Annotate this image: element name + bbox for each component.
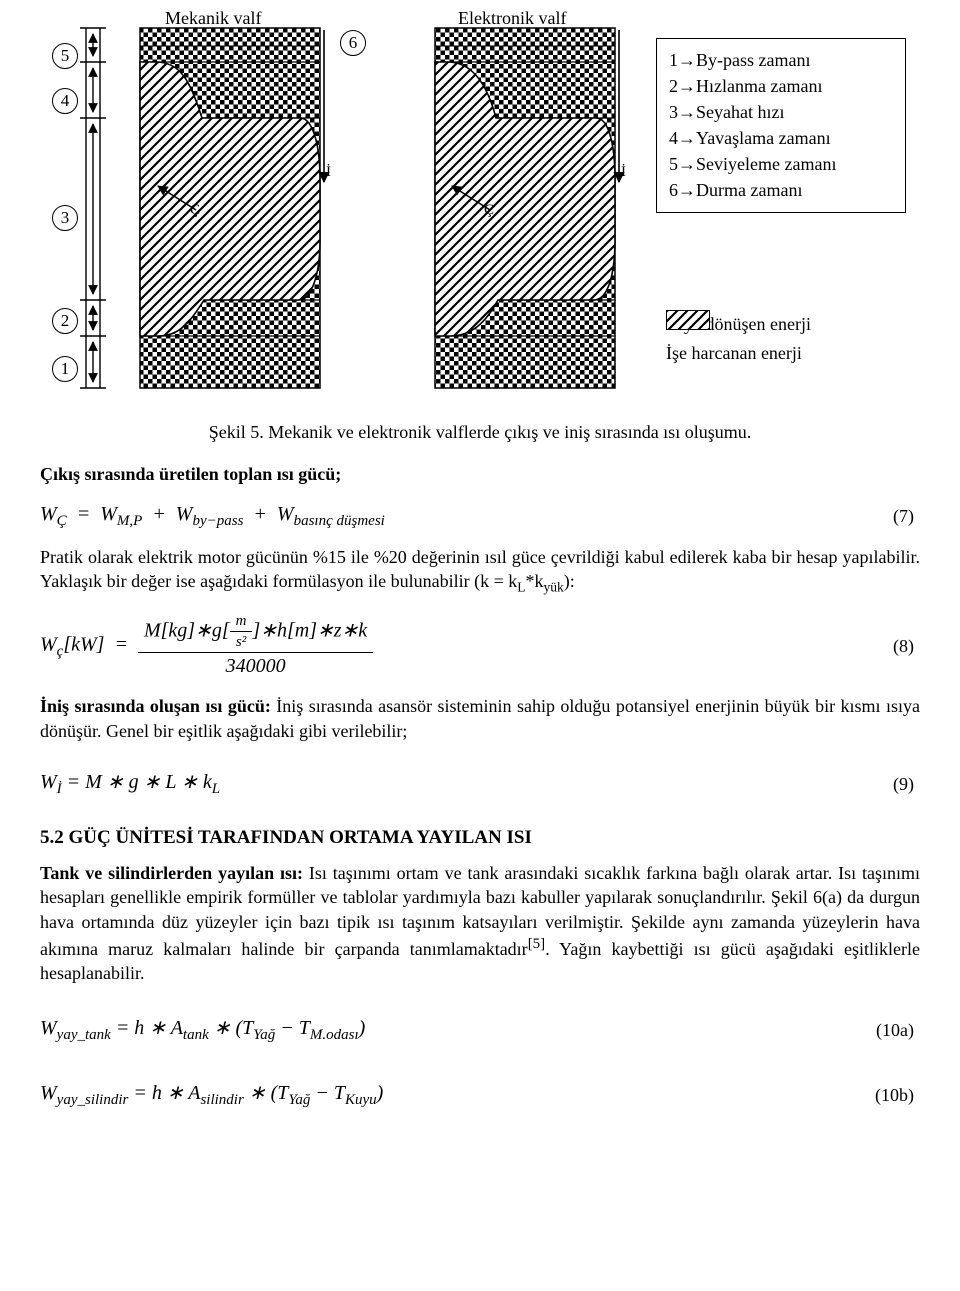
- down-label-elec: İ: [621, 162, 626, 182]
- c-label-mech: Ç: [190, 200, 200, 220]
- circle-6: 6: [340, 30, 366, 56]
- citation-5: [5]: [528, 936, 546, 952]
- legend-bottom-row-2: İşe harcanan enerji: [666, 339, 811, 368]
- equation-9-number: (9): [893, 772, 920, 796]
- circle-3: 3: [52, 205, 78, 231]
- circle-5: 5: [52, 43, 78, 69]
- legend-top-item-5: 5→Seviyeleme zamanı: [669, 151, 893, 177]
- legend-top-item-3: 3→Seyahat hızı: [669, 99, 893, 125]
- equation-8-number: (8): [893, 634, 920, 658]
- legend-bottom-label-2: İşe harcanan enerji: [666, 339, 802, 368]
- para3: İniş sırasında oluşan ısı gücü: İniş sır…: [40, 694, 920, 743]
- equation-7-number: (7): [893, 504, 920, 528]
- equation-10b: Wyay_silindir = h ∗ Asilindir ∗ (TYağ − …: [40, 1080, 920, 1110]
- legend-bottom: Isıya dönüşen enerji İşe harcanan enerji: [666, 310, 811, 368]
- equation-8: Wç[kW] = M[kg]∗g[ms²]∗h[m]∗z∗k 340000 (8…: [40, 611, 920, 681]
- legend-top: 1→By-pass zamanı 2→Hızlanma zamanı 3→Sey…: [656, 38, 906, 213]
- legend-top-item-4: 4→Yavaşlama zamanı: [669, 125, 893, 151]
- swatch-hatch-icon: [666, 310, 710, 330]
- equation-9-body: Wİ = M ∗ g ∗ L ∗ kL: [40, 769, 220, 799]
- legend-top-item-1: 1→By-pass zamanı: [669, 47, 893, 73]
- circle-2: 2: [52, 308, 78, 334]
- c-label-elec: Ç: [484, 200, 494, 220]
- equation-7: WÇ = WM,P + Wby−pass + Wbasınç düşmesi (…: [40, 501, 920, 531]
- para1-lead: Çıkış sırasında üretilen toplan ısı gücü…: [40, 464, 341, 484]
- figure-caption: Şekil 5. Mekanik ve elektronik valflerde…: [40, 420, 920, 444]
- equation-10a: Wyay_tank = h ∗ Atank ∗ (TYağ − TM.odası…: [40, 1015, 920, 1045]
- figure-5: Mekanik valf Elektronik valf 5 4 3 2 1 6…: [40, 10, 920, 410]
- legend-top-item-2: 2→Hızlanma zamanı: [669, 73, 893, 99]
- equation-9: Wİ = M ∗ g ∗ L ∗ kL (9): [40, 769, 920, 799]
- electronic-title: Elektronik valf: [458, 6, 566, 30]
- legend-top-item-6: 6→Durma zamanı: [669, 177, 893, 203]
- dimension-bar: [80, 28, 106, 388]
- equation-7-body: WÇ = WM,P + Wby−pass + Wbasınç düşmesi: [40, 501, 385, 531]
- mechanical-title: Mekanik valf: [165, 6, 261, 30]
- equation-8-body: Wç[kW] = M[kg]∗g[ms²]∗h[m]∗z∗k 340000: [40, 611, 373, 681]
- electronic-valve-profile: [435, 28, 615, 388]
- equation-10a-body: Wyay_tank = h ∗ Atank ∗ (TYağ − TM.odası…: [40, 1015, 365, 1045]
- para4: Tank ve silindirlerden yayılan ısı: Isı …: [40, 861, 920, 985]
- mechanical-valve-profile: [140, 28, 320, 388]
- equation-10b-body: Wyay_silindir = h ∗ Asilindir ∗ (TYağ − …: [40, 1080, 383, 1110]
- equation-10a-number: (10a): [876, 1018, 920, 1042]
- para2: Pratik olarak elektrik motor gücünün %15…: [40, 545, 920, 597]
- down-label-mech: İ: [326, 162, 331, 182]
- equation-10b-number: (10b): [875, 1083, 920, 1107]
- circle-4: 4: [52, 88, 78, 114]
- circle-1: 1: [52, 356, 78, 382]
- section-5-2-heading: 5.2 GÜÇ ÜNİTESİ TARAFINDAN ORTAMA YAYILA…: [40, 825, 920, 851]
